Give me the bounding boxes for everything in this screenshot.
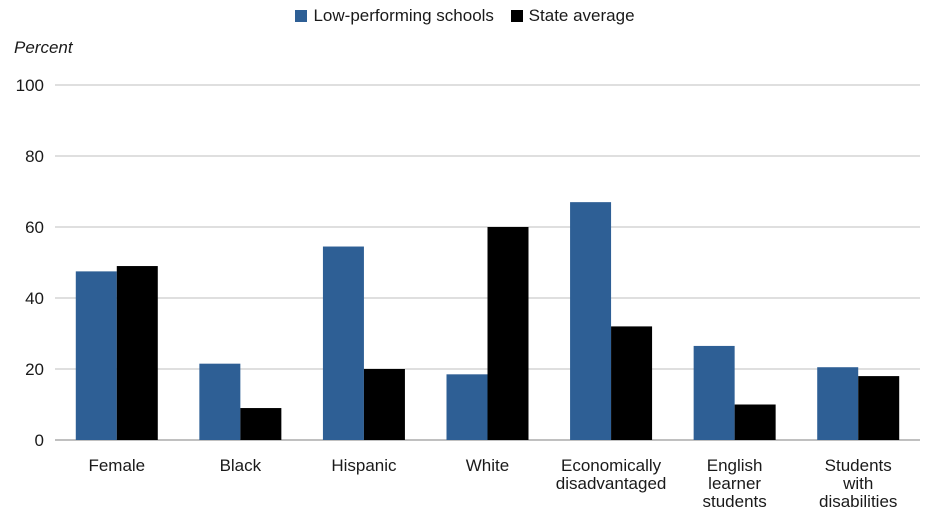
x-tick-label-line: English bbox=[707, 456, 763, 475]
x-tick-label-line: disadvantaged bbox=[556, 474, 667, 493]
legend-item-state-average: State average bbox=[510, 6, 635, 26]
y-tick-label-0: 0 bbox=[35, 431, 44, 450]
bar-low-performing-6 bbox=[817, 367, 859, 440]
y-tick-label-20: 20 bbox=[25, 360, 44, 379]
y-tick-label-100: 100 bbox=[16, 76, 44, 95]
x-tick-label-line: students bbox=[703, 492, 767, 511]
bar-state-average-6 bbox=[858, 376, 900, 440]
x-tick-label-line: Students bbox=[825, 456, 892, 475]
x-tick-label-line: Black bbox=[220, 456, 262, 475]
bar-low-performing-1 bbox=[199, 363, 241, 440]
bar-low-performing-5 bbox=[693, 345, 735, 440]
bar-low-performing-3 bbox=[446, 374, 488, 440]
legend: Low-performing schools State average bbox=[0, 6, 930, 27]
x-tick-label-2: Hispanic bbox=[331, 456, 397, 475]
bar-state-average-1 bbox=[240, 408, 282, 440]
legend-swatch-low-performing bbox=[295, 10, 308, 22]
bar-state-average-3 bbox=[487, 227, 529, 440]
x-tick-label-line: learner bbox=[708, 474, 761, 493]
x-tick-label-line: with bbox=[842, 474, 873, 493]
bar-low-performing-2 bbox=[322, 246, 364, 440]
x-tick-label-0: Female bbox=[88, 456, 145, 475]
legend-swatch-state-average bbox=[510, 10, 523, 22]
legend-label-low-performing: Low-performing schools bbox=[313, 6, 494, 25]
y-tick-label-60: 60 bbox=[25, 218, 44, 237]
x-tick-label-line: Hispanic bbox=[331, 456, 397, 475]
bar-low-performing-0 bbox=[75, 271, 117, 440]
y-tick-label-40: 40 bbox=[25, 289, 44, 308]
x-tick-label-5: English learner students bbox=[703, 456, 767, 511]
bar-state-average-0 bbox=[116, 266, 158, 440]
legend-label-state-average: State average bbox=[528, 6, 635, 25]
bar-state-average-5 bbox=[734, 404, 776, 440]
x-tick-label-6: Students with disabilities bbox=[819, 456, 897, 511]
legend-item-low-performing: Low-performing schools bbox=[295, 6, 494, 26]
x-tick-label-line: White bbox=[466, 456, 509, 475]
bar-low-performing-4 bbox=[570, 202, 612, 440]
x-tick-label-line: Female bbox=[88, 456, 145, 475]
y-axis-label: Percent bbox=[14, 38, 73, 57]
x-tick-label-line: disabilities bbox=[819, 492, 897, 511]
bar-state-average-4 bbox=[611, 326, 653, 440]
x-tick-label-3: White bbox=[466, 456, 509, 475]
x-tick-label-line: Economically bbox=[561, 456, 662, 475]
x-tick-label-1: Black bbox=[220, 456, 262, 475]
y-tick-label-80: 80 bbox=[25, 147, 44, 166]
x-tick-label-4: Economically disadvantaged bbox=[556, 456, 667, 493]
bar-state-average-2 bbox=[363, 369, 405, 440]
